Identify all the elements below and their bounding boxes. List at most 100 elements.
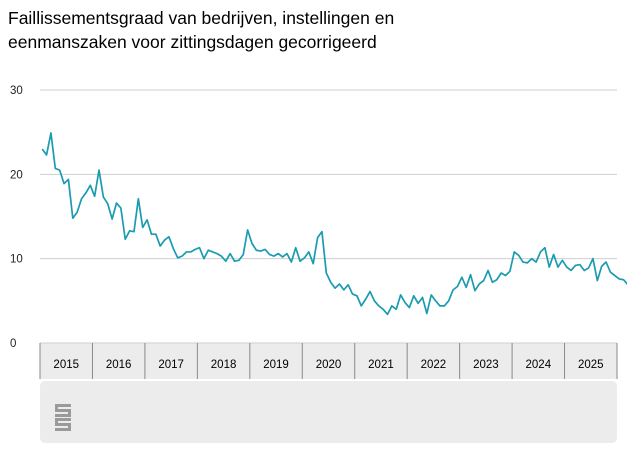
data-point <box>41 147 44 150</box>
data-point <box>465 286 468 289</box>
x-axis-ticks: 2015 2016 2017 2018 2019 2020 2021 2022 2023 2024… <box>39 343 618 379</box>
data-point <box>189 250 192 253</box>
data-point <box>80 197 83 200</box>
data-point <box>298 260 301 263</box>
data-point <box>76 211 79 214</box>
data-point <box>62 182 65 185</box>
data-point <box>421 296 424 299</box>
data-point <box>552 253 555 256</box>
data-point <box>456 285 459 288</box>
data-point <box>451 288 454 291</box>
data-point <box>386 313 389 316</box>
data-point <box>264 248 267 251</box>
data-point <box>115 201 118 204</box>
data-point <box>548 266 551 269</box>
data-point <box>277 252 280 255</box>
data-point <box>89 184 92 187</box>
data-point <box>71 217 74 220</box>
data-point <box>382 308 385 311</box>
data-point <box>587 266 590 269</box>
data-point <box>591 257 594 260</box>
data-point <box>491 281 494 284</box>
data-point <box>460 276 463 279</box>
data-point <box>543 246 546 249</box>
data-point <box>604 260 607 263</box>
chart-title: Faillissementsgraad van bedrijven, inste… <box>8 6 608 54</box>
data-point <box>176 256 179 259</box>
data-point <box>417 302 420 305</box>
y-tick-label: 10 <box>10 254 23 266</box>
data-point <box>596 279 599 282</box>
data-point <box>119 206 122 209</box>
series-points <box>41 131 627 316</box>
data-point <box>255 249 258 252</box>
data-point <box>443 304 446 307</box>
data-point <box>351 292 354 295</box>
data-point <box>355 294 358 297</box>
data-point <box>364 298 367 301</box>
data-point <box>312 262 315 265</box>
data-point <box>613 274 616 277</box>
data-point <box>526 261 529 264</box>
data-point <box>159 244 162 247</box>
data-point <box>482 279 485 282</box>
data-point <box>154 233 157 236</box>
data-point <box>150 233 153 236</box>
data-point <box>215 252 218 255</box>
cbs-logo-icon <box>55 404 71 431</box>
data-point <box>141 226 144 229</box>
data-point <box>172 247 175 250</box>
data-point <box>517 254 520 257</box>
x-tick-label: 2020 <box>316 359 342 371</box>
data-point <box>425 312 428 315</box>
data-point <box>211 250 214 253</box>
data-point <box>111 217 114 220</box>
data-point <box>167 235 170 238</box>
data-point <box>570 269 573 272</box>
data-point <box>486 269 489 272</box>
data-point <box>45 153 48 156</box>
data-point <box>54 167 57 170</box>
data-point <box>513 250 516 253</box>
data-point <box>132 230 135 233</box>
data-point <box>220 255 223 258</box>
data-point <box>67 178 70 181</box>
data-point <box>285 252 288 255</box>
chart-title-line-1: Faillissementsgraad van bedrijven, inste… <box>8 8 395 28</box>
data-point <box>198 246 201 249</box>
data-point <box>242 253 245 256</box>
data-point <box>399 293 402 296</box>
x-axis-band <box>40 343 617 379</box>
data-point <box>163 239 166 242</box>
data-point <box>347 283 350 286</box>
data-point <box>246 228 249 231</box>
data-point <box>368 290 371 293</box>
x-tick-label: 2017 <box>158 359 184 371</box>
data-point <box>565 266 568 269</box>
x-tick-label: 2018 <box>211 359 237 371</box>
data-point <box>49 131 52 134</box>
footer-panel <box>40 381 617 443</box>
y-tick-label: 0 <box>10 338 16 350</box>
data-point <box>609 271 612 274</box>
data-point <box>224 260 227 263</box>
data-point <box>237 259 240 262</box>
data-point <box>207 249 210 252</box>
data-point <box>250 242 253 245</box>
x-tick-label: 2023 <box>473 359 499 371</box>
data-point <box>268 253 271 256</box>
data-point <box>272 255 275 258</box>
data-point <box>128 229 131 232</box>
data-point <box>84 191 87 194</box>
data-point <box>578 263 581 266</box>
data-point <box>469 273 472 276</box>
data-point <box>373 299 376 302</box>
data-point <box>102 196 105 199</box>
data-point <box>342 288 345 291</box>
x-tick-label: 2021 <box>368 359 394 371</box>
data-point <box>390 304 393 307</box>
data-point <box>290 260 293 263</box>
x-tick-label: 2025 <box>578 359 604 371</box>
data-point <box>145 218 148 221</box>
